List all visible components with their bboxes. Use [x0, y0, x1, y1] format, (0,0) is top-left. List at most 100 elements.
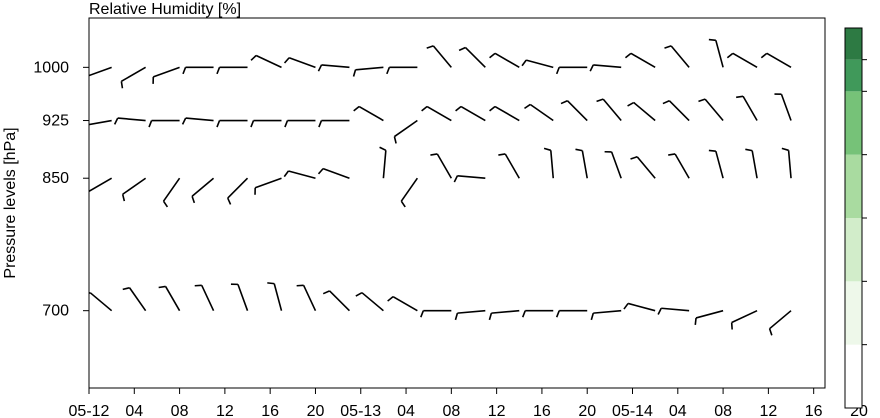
wind-barb	[708, 38, 724, 68]
wind-barb	[623, 302, 656, 312]
wind-barb	[630, 156, 656, 179]
wind-barb	[488, 309, 520, 321]
x-tick-label: 20	[578, 403, 596, 418]
colorbar-segment	[845, 154, 862, 218]
wind-barb	[589, 64, 622, 72]
y-tick-label: 925	[42, 113, 69, 130]
wind-barb	[430, 153, 453, 179]
wind-barb	[596, 98, 622, 122]
wind-barb	[352, 66, 384, 77]
x-tick-label: 20	[307, 403, 325, 418]
wind-barb	[694, 309, 724, 325]
wind-barb	[283, 170, 316, 179]
wind-barb	[322, 290, 350, 312]
wind-barb	[604, 150, 622, 179]
x-tick-label: 05-14	[612, 403, 653, 418]
wind-barb	[296, 284, 317, 312]
wind-barb	[774, 93, 792, 121]
wind-barb	[668, 153, 690, 179]
wind-barb	[736, 95, 758, 121]
wind-barb	[121, 177, 147, 202]
colorbar-segment	[845, 218, 862, 282]
wind-barb	[420, 309, 452, 318]
x-tick-label: 05-12	[69, 403, 110, 418]
wind-barb	[317, 167, 350, 179]
y-tick-label: 850	[42, 170, 69, 187]
x-tick-label: 05-13	[340, 403, 381, 418]
x-tick-label: 16	[261, 403, 279, 418]
colorbar: 506070809095	[844, 27, 867, 409]
x-tick-label: 16	[805, 403, 823, 418]
wind-barb	[387, 295, 418, 312]
plot-frame	[88, 17, 826, 389]
wind-barb	[250, 54, 282, 69]
x-axis: 05-12 04 08 12 16 20 05-13 04 08 12 16 20 05-14 04 08 1…	[69, 388, 868, 418]
x-tick-label: 16	[533, 403, 551, 418]
wind-barb	[543, 147, 555, 179]
x-tick-label: 08	[171, 403, 189, 418]
wind-barb	[182, 66, 214, 75]
x-tick-label: 04	[125, 403, 143, 418]
wind-barb	[267, 282, 283, 311]
wind-barb	[624, 52, 656, 69]
x-tick-label: 04	[397, 403, 415, 418]
wind-barb	[421, 105, 452, 122]
wind-barb	[726, 52, 758, 69]
wind-barb	[379, 146, 387, 179]
wind-barb	[662, 99, 690, 122]
y-axis: 700 850 925 1000	[33, 59, 89, 320]
wind-barb	[191, 177, 215, 204]
wind-barb	[393, 119, 418, 144]
colorbar-segment	[845, 281, 862, 345]
x-tick-label: 08	[442, 403, 460, 418]
wind-barb	[318, 119, 350, 128]
wind-barb	[590, 309, 622, 321]
wind-barb	[122, 286, 147, 312]
wind-barb	[781, 147, 792, 179]
wind-barb	[216, 119, 248, 128]
wind-barb	[555, 309, 588, 318]
wind-barb	[120, 66, 147, 89]
wind-barb	[664, 45, 690, 68]
wind-barb	[458, 46, 486, 68]
wind-barb	[162, 177, 181, 208]
x-tick-label: 12	[216, 403, 234, 418]
y-tick-label: 700	[42, 303, 69, 320]
wind-barbs	[89, 38, 792, 336]
wind-barb	[521, 309, 554, 318]
wind-barb	[353, 105, 384, 122]
wind-barb	[698, 98, 724, 122]
wind-barb	[152, 66, 180, 84]
colorbar-segment	[845, 91, 862, 155]
wind-barb	[489, 52, 520, 69]
wind-barb	[386, 66, 418, 75]
colorbar-segment	[845, 28, 862, 60]
x-tick-label: 12	[488, 403, 506, 418]
wind-barb	[148, 119, 180, 128]
wind-barb	[524, 103, 554, 122]
wind-barb	[627, 101, 656, 122]
wind-barb	[254, 177, 282, 195]
wind-barb	[730, 309, 758, 330]
wind-barb	[453, 174, 486, 183]
wind-barb	[113, 117, 146, 125]
y-tick-label: 1000	[33, 59, 69, 76]
wind-barb	[284, 119, 316, 128]
wind-barb	[400, 177, 419, 208]
wind-barb	[89, 66, 112, 77]
colorbar-segment	[845, 59, 862, 92]
wind-barb	[454, 309, 486, 321]
wind-barb	[194, 284, 215, 312]
wind-barb	[89, 119, 112, 126]
wind-barb	[89, 177, 113, 200]
wind-barb	[230, 283, 249, 311]
x-tick-label: 08	[714, 403, 732, 418]
wind-barb	[560, 99, 588, 122]
plot-area	[88, 17, 826, 389]
wind-barb	[745, 148, 758, 179]
wind-barb	[657, 307, 690, 315]
wind-barb	[555, 66, 588, 75]
wind-barb	[216, 66, 248, 75]
wind-barb	[181, 117, 214, 125]
y-axis-label: Pressure levels [hPa]	[2, 127, 19, 278]
